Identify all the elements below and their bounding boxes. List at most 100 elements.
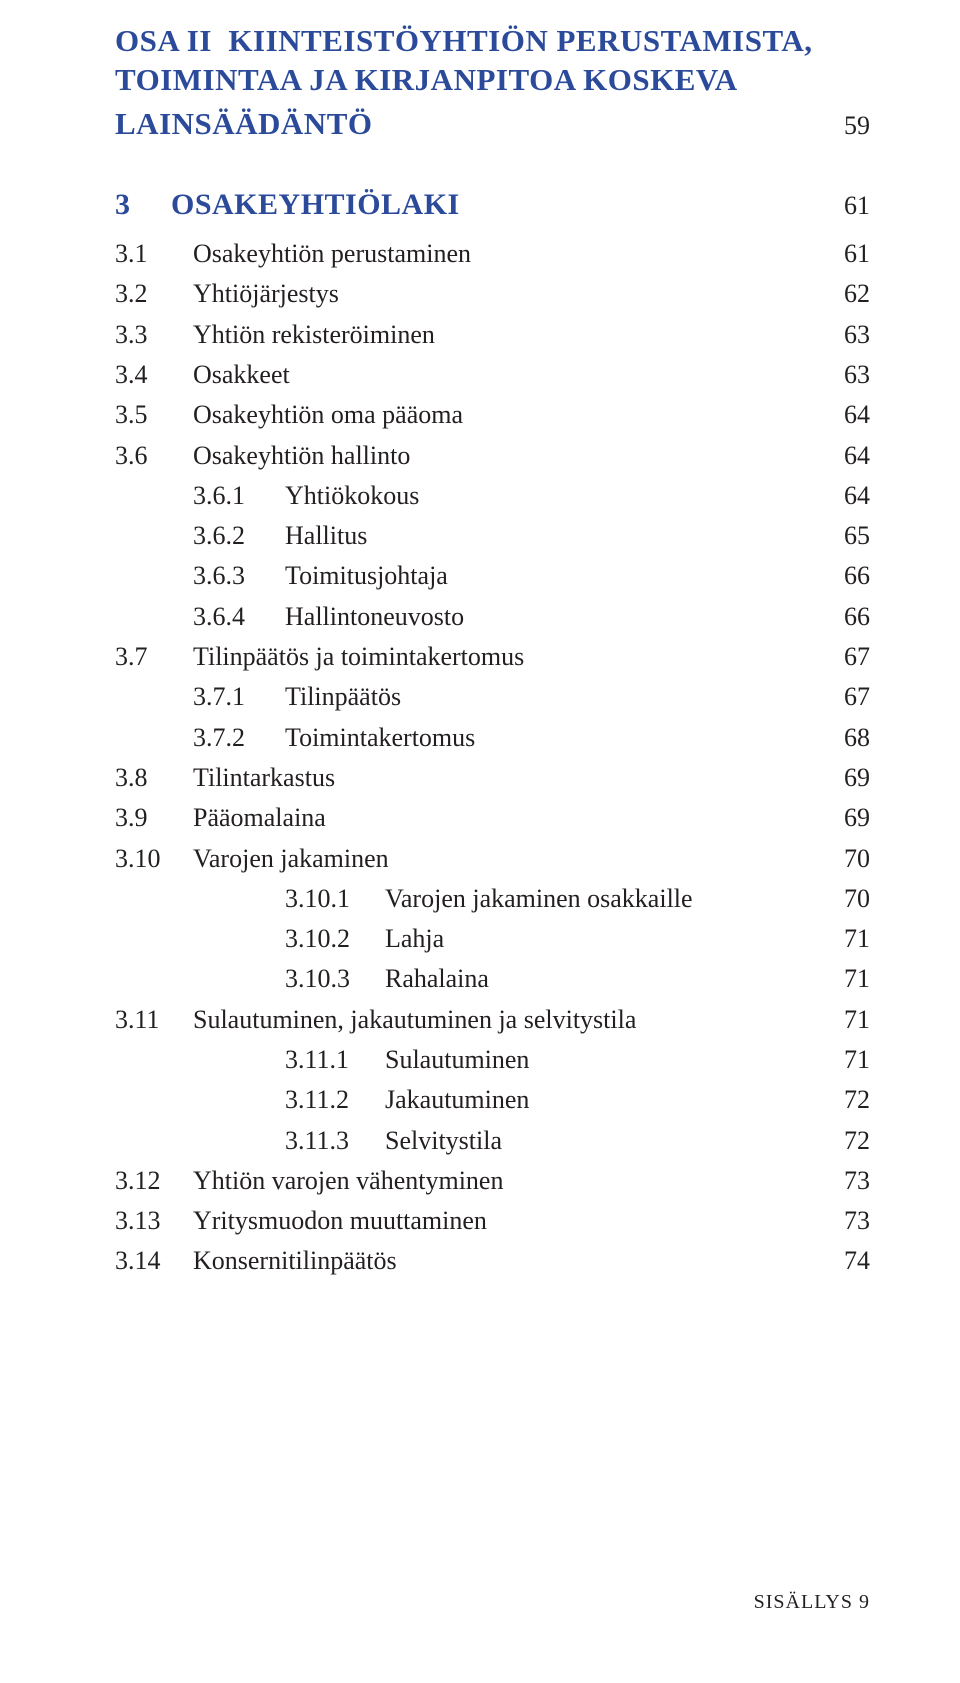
toc-label: Jakautuminen <box>385 1080 529 1120</box>
toc-page: 63 <box>824 315 870 355</box>
footer-label: SISÄLLYS <box>754 1591 853 1613</box>
toc-row: 3.6.4Hallintoneuvosto 66 <box>115 597 870 637</box>
toc-row: 3.7.1Tilinpäätös67 <box>115 677 870 717</box>
toc-page: 73 <box>824 1201 870 1241</box>
chapter-page: 61 <box>824 186 870 226</box>
toc-page: 68 <box>824 718 870 758</box>
toc-label: Yhtiökokous <box>285 476 419 516</box>
toc-row: 3.6.1Yhtiökokous64 <box>115 476 870 516</box>
toc-page: 64 <box>824 395 870 435</box>
toc-page: 74 <box>824 1241 870 1281</box>
toc-page: 70 <box>824 839 870 879</box>
toc-row: 3.6Osakeyhtiön hallinto 64 <box>115 436 870 476</box>
toc-page: 65 <box>824 516 870 556</box>
toc: 3 OSAKEYHTIÖLAKI 61 3.1Osakeyhtiön perus… <box>115 182 870 1282</box>
toc-num: 3.11.2 <box>285 1080 385 1120</box>
toc-label: Selvitystila <box>385 1121 502 1161</box>
toc-label: Pääomalaina <box>193 798 326 838</box>
toc-page: 71 <box>824 1040 870 1080</box>
toc-row: 3.11.1Sulautuminen 71 <box>115 1040 870 1080</box>
footer-page: 9 <box>853 1591 870 1613</box>
toc-label: Toimitusjohtaja <box>285 556 448 596</box>
toc-row: 3.14Konsernitilinpäätös74 <box>115 1241 870 1281</box>
toc-page: 64 <box>824 436 870 476</box>
part-heading-last: LAINSÄÄDÄNTÖ <box>115 100 372 148</box>
toc-num: 3.9 <box>115 798 193 838</box>
toc-page: 61 <box>824 234 870 274</box>
toc-page: 72 <box>824 1121 870 1161</box>
toc-num: 3.6.4 <box>193 597 285 637</box>
toc-num: 3.10.3 <box>285 959 385 999</box>
toc-page: 69 <box>824 798 870 838</box>
toc-num: 3.1 <box>115 234 193 274</box>
toc-label: Tilinpäätös ja toimintakertomus <box>193 637 524 677</box>
toc-label: Tilintarkastus <box>193 758 335 798</box>
toc-label: Osakkeet <box>193 355 290 395</box>
toc-row: 3.10Varojen jakaminen 70 <box>115 839 870 879</box>
toc-row: 3.13Yritysmuodon muuttaminen73 <box>115 1201 870 1241</box>
toc-row: 3.10.3Rahalaina 71 <box>115 959 870 999</box>
toc-label: Hallitus <box>285 516 367 556</box>
page: OSA II KIINTEISTÖYHTIÖN PERUSTAMISTA, TO… <box>0 0 960 1683</box>
toc-row: 3.3Yhtiön rekisteröiminen 63 <box>115 315 870 355</box>
toc-row: 3.5Osakeyhtiön oma pääoma 64 <box>115 395 870 435</box>
toc-num: 3.2 <box>115 274 193 314</box>
toc-num: 3.4 <box>115 355 193 395</box>
part-heading-line2: TOIMINTAA JA KIRJANPITOA KOSKEVA <box>115 61 870 100</box>
chapter-label: OSAKEYHTIÖLAKI <box>171 182 460 229</box>
toc-label: Osakeyhtiön perustaminen <box>193 234 471 274</box>
toc-page: 63 <box>824 355 870 395</box>
toc-num: 3.10 <box>115 839 193 879</box>
toc-num: 3.13 <box>115 1201 193 1241</box>
part-heading-line1: OSA II KIINTEISTÖYHTIÖN PERUSTAMISTA, <box>115 22 870 61</box>
toc-label: Yhtiön rekisteröiminen <box>193 315 435 355</box>
toc-num: 3.11.1 <box>285 1040 385 1080</box>
part-line1: KIINTEISTÖYHTIÖN PERUSTAMISTA, <box>228 23 812 58</box>
toc-num: 3.3 <box>115 315 193 355</box>
part-page: 59 <box>824 106 870 146</box>
toc-num: 3.8 <box>115 758 193 798</box>
toc-row: 3.8Tilintarkastus69 <box>115 758 870 798</box>
toc-label: Sulautuminen <box>385 1040 529 1080</box>
part-heading: OSA II KIINTEISTÖYHTIÖN PERUSTAMISTA, TO… <box>115 22 870 148</box>
toc-label: Lahja <box>385 919 444 959</box>
toc-label: Osakeyhtiön oma pääoma <box>193 395 463 435</box>
toc-row: 3.10.2Lahja71 <box>115 919 870 959</box>
toc-num: 3.6.3 <box>193 556 285 596</box>
toc-row: 3.10.1Varojen jakaminen osakkaille70 <box>115 879 870 919</box>
toc-page: 71 <box>824 959 870 999</box>
part-heading-last-row: LAINSÄÄDÄNTÖ 59 <box>115 100 870 148</box>
toc-label: Sulautuminen, jakautuminen ja selvitysti… <box>193 1000 636 1040</box>
part-prefix: OSA II <box>115 23 212 58</box>
toc-num: 3.14 <box>115 1241 193 1281</box>
toc-page: 64 <box>824 476 870 516</box>
toc-row: 3.11Sulautuminen, jakautuminen ja selvit… <box>115 1000 870 1040</box>
toc-num: 3.6 <box>115 436 193 476</box>
toc-page: 72 <box>824 1080 870 1120</box>
toc-num: 3.6.2 <box>193 516 285 556</box>
page-footer: SISÄLLYS9 <box>754 1591 870 1614</box>
toc-label: Hallintoneuvosto <box>285 597 464 637</box>
toc-row: 3.11.2Jakautuminen 72 <box>115 1080 870 1120</box>
toc-page: 66 <box>824 556 870 596</box>
toc-page: 73 <box>824 1161 870 1201</box>
toc-num: 3.7.1 <box>193 677 285 717</box>
toc-num: 3.11.3 <box>285 1121 385 1161</box>
toc-num: 3.10.1 <box>285 879 385 919</box>
toc-row: 3.1Osakeyhtiön perustaminen 61 <box>115 234 870 274</box>
toc-page: 62 <box>824 274 870 314</box>
toc-num: 3.7.2 <box>193 718 285 758</box>
toc-page: 66 <box>824 597 870 637</box>
toc-label: Osakeyhtiön hallinto <box>193 436 410 476</box>
toc-num: 3.5 <box>115 395 193 435</box>
toc-num: 3.12 <box>115 1161 193 1201</box>
toc-num: 3.11 <box>115 1000 193 1040</box>
toc-label: Varojen jakaminen osakkaille <box>385 879 693 919</box>
toc-page: 71 <box>824 1000 870 1040</box>
toc-page: 67 <box>824 637 870 677</box>
toc-label: Rahalaina <box>385 959 489 999</box>
toc-page: 71 <box>824 919 870 959</box>
toc-label: Tilinpäätös <box>285 677 401 717</box>
toc-entries: 3.1Osakeyhtiön perustaminen613.2Yhtiöjär… <box>115 234 870 1282</box>
toc-label: Varojen jakaminen <box>193 839 389 879</box>
